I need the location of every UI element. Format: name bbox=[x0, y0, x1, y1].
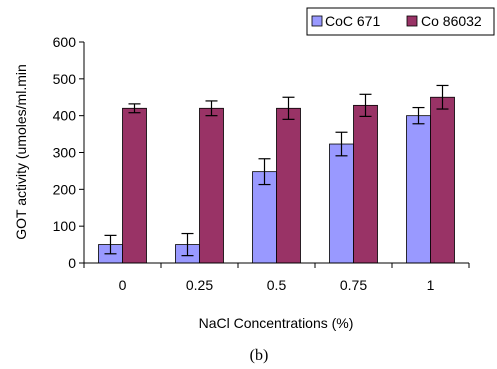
x-tick-label: 1 bbox=[427, 277, 435, 293]
legend-label-co-86032: Co 86032 bbox=[421, 13, 482, 29]
error-bar-co-86032-0.5 bbox=[282, 96, 295, 120]
y-tick-label: 100 bbox=[53, 218, 77, 234]
error-bar-co-86032-0.75 bbox=[359, 93, 372, 118]
bar-coc-671-1 bbox=[406, 115, 431, 264]
y-tick-label: 200 bbox=[53, 181, 77, 197]
y-ticks: 0 100 200 300 400 500 600 bbox=[53, 34, 84, 271]
error-bars-layer bbox=[104, 84, 449, 257]
error-bar-co-86032-1 bbox=[436, 84, 449, 110]
x-axis-title: NaCl Concentrations (%) bbox=[199, 315, 354, 331]
error-bar-coc-671-0.25 bbox=[181, 232, 194, 257]
bar-co-86032-0.25 bbox=[199, 107, 224, 264]
y-tick-label: 500 bbox=[53, 71, 77, 87]
error-bar-coc-671-0 bbox=[104, 234, 117, 255]
y-axis-title: GOT activity (umoles/ml.min bbox=[13, 64, 29, 240]
legend: CoC 671 Co 86032 bbox=[306, 7, 495, 36]
bar-coc-671-0.5 bbox=[252, 171, 277, 264]
legend-box bbox=[306, 7, 495, 36]
bar-co-86032-0.75 bbox=[353, 104, 378, 264]
x-tick-label: 0.25 bbox=[186, 277, 213, 293]
error-bar-coc-671-0.5 bbox=[258, 158, 271, 186]
legend-swatch-co-86032 bbox=[406, 15, 418, 27]
bar-coc-671-0.75 bbox=[329, 143, 354, 264]
x-ticks: 0 0.25 0.5 0.75 1 bbox=[83, 263, 470, 293]
y-tick-label: 600 bbox=[53, 34, 77, 50]
legend-swatch-coc-671 bbox=[311, 15, 323, 27]
y-tick-label: 0 bbox=[68, 255, 76, 271]
y-tick-label: 400 bbox=[53, 108, 77, 124]
x-tick-label: 0.5 bbox=[267, 277, 287, 293]
bar-co-86032-0.5 bbox=[276, 107, 301, 264]
x-tick-label: 0 bbox=[119, 277, 127, 293]
bars-layer bbox=[98, 96, 455, 264]
bar-co-86032-0 bbox=[122, 107, 147, 264]
figure-caption: (b) bbox=[250, 347, 269, 364]
x-tick-label: 0.75 bbox=[340, 277, 367, 293]
error-bar-coc-671-1 bbox=[412, 106, 425, 125]
error-bar-co-86032-0 bbox=[128, 103, 141, 114]
y-tick-label: 300 bbox=[53, 145, 77, 161]
error-bar-co-86032-0.25 bbox=[205, 100, 218, 117]
bar-co-86032-1 bbox=[430, 96, 455, 264]
legend-label-coc-671: CoC 671 bbox=[325, 13, 380, 29]
error-bar-coc-671-0.75 bbox=[335, 131, 348, 157]
